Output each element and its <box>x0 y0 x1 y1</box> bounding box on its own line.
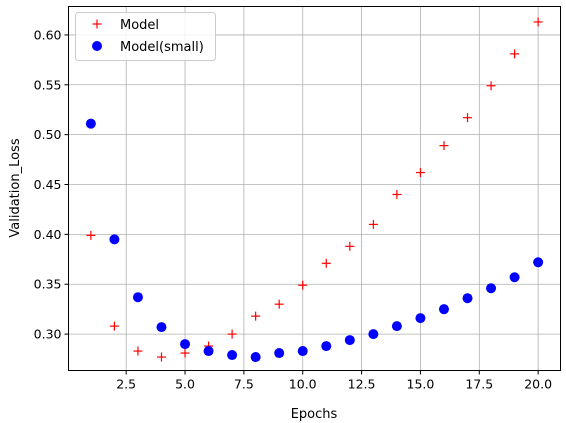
model-point <box>109 321 119 331</box>
model-point <box>180 348 190 358</box>
model-point <box>510 49 520 59</box>
model-small-point <box>297 346 308 357</box>
model-small-point <box>486 283 497 294</box>
y-tick-label: 0.30 <box>34 327 62 342</box>
x-ticks: 2.5 5.0 7.5 10.0 12.5 15.0 17.5 20.0 <box>116 370 552 392</box>
model-small-point <box>274 348 285 359</box>
model-point <box>86 230 96 240</box>
model-small-point <box>462 293 473 304</box>
x-tick-label: 7.5 <box>234 377 254 392</box>
model-point <box>156 352 166 362</box>
grid <box>68 6 561 371</box>
legend: Model Model(small) <box>75 12 216 61</box>
y-tick-label: 0.40 <box>34 227 62 242</box>
model-point <box>463 113 473 123</box>
legend-label-model: Model <box>120 18 159 33</box>
y-tick-label: 0.55 <box>34 77 62 92</box>
model-small-point <box>509 272 520 283</box>
model-point <box>368 219 378 229</box>
x-tick-label: 20.0 <box>524 377 552 392</box>
legend-marker-model <box>92 19 102 29</box>
model-point <box>321 258 331 268</box>
model-point <box>133 346 143 356</box>
model-point <box>486 81 496 91</box>
model-point <box>227 329 237 339</box>
plot-frame <box>68 6 561 371</box>
model-small-point <box>415 313 426 324</box>
x-tick-label: 5.0 <box>175 377 195 392</box>
model-point <box>298 280 308 290</box>
model-small-point <box>391 321 402 332</box>
model-small-point <box>321 341 332 352</box>
model-point <box>533 17 543 27</box>
model-point <box>345 241 355 251</box>
legend-circle-marker <box>92 41 102 51</box>
legend-marker-model-small <box>92 41 102 51</box>
model-small-point <box>227 350 238 361</box>
model-point <box>392 189 402 199</box>
x-tick-label: 15.0 <box>407 377 435 392</box>
x-tick-label: 12.5 <box>348 377 376 392</box>
model-small-point <box>438 304 449 315</box>
model-point <box>251 311 261 321</box>
model-small-point <box>132 292 143 303</box>
legend-box <box>75 12 216 61</box>
y-tick-label: 0.60 <box>34 27 62 42</box>
y-tick-label: 0.50 <box>34 127 62 142</box>
markers <box>85 17 544 363</box>
x-tick-label: 2.5 <box>116 377 136 392</box>
model-small-point <box>344 335 355 346</box>
model-small-point <box>368 329 379 340</box>
x-tick-label: 17.5 <box>465 377 493 392</box>
model-point <box>274 299 284 309</box>
model-small-point <box>203 346 214 357</box>
model-small-point <box>85 118 96 129</box>
y-tick-label: 0.45 <box>34 177 62 192</box>
x-tick-label: 10.0 <box>289 377 317 392</box>
model-point <box>439 141 449 151</box>
model-small-point <box>180 339 191 350</box>
legend-label-model-small: Model(small) <box>120 40 204 55</box>
legend-plus-marker <box>92 19 102 29</box>
model-small-point <box>250 352 261 363</box>
y-axis-label: Validation_Loss <box>8 138 23 237</box>
y-ticks: 0.30 0.35 0.40 0.45 0.50 0.55 0.60 <box>34 27 69 342</box>
model-small-point <box>533 257 544 268</box>
model-small-point <box>109 234 120 245</box>
model-point <box>415 168 425 178</box>
x-axis-label: Epochs <box>291 407 338 422</box>
y-tick-label: 0.35 <box>34 277 62 292</box>
model-small-point <box>156 322 167 333</box>
